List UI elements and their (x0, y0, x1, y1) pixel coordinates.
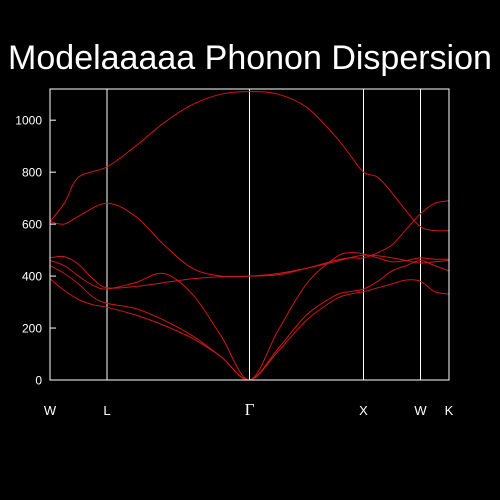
x-tick-label: X (359, 403, 368, 418)
x-tick-label: K (445, 403, 454, 418)
x-tick-label: W (414, 403, 427, 418)
x-tick-label: L (103, 403, 110, 418)
y-axis: 0 200 400 600 800 1000 (15, 114, 56, 388)
dispersion-branch-3 (49, 254, 450, 289)
chart-title: Modelaaaaa Phonon Dispersion (8, 39, 492, 77)
y-tick-label: 1000 (15, 114, 42, 128)
dispersion-curves (49, 91, 450, 381)
y-tick-label: 600 (22, 218, 42, 232)
dispersion-branch-1 (49, 91, 450, 232)
y-tick-label: 800 (22, 166, 42, 180)
dispersion-branch-6 (49, 278, 450, 381)
y-tick-label: 400 (22, 270, 42, 284)
high-symmetry-lines (106, 89, 421, 380)
y-tick-label: 200 (22, 322, 42, 336)
dispersion-branch-2 (49, 200, 450, 278)
y-tick-label: 0 (35, 374, 42, 388)
dispersion-branch-4 (49, 251, 450, 381)
x-tick-label: W (44, 403, 57, 418)
x-tick-label: Γ (245, 400, 255, 419)
dispersion-branch-5 (49, 259, 450, 381)
plot-frame (49, 88, 450, 381)
